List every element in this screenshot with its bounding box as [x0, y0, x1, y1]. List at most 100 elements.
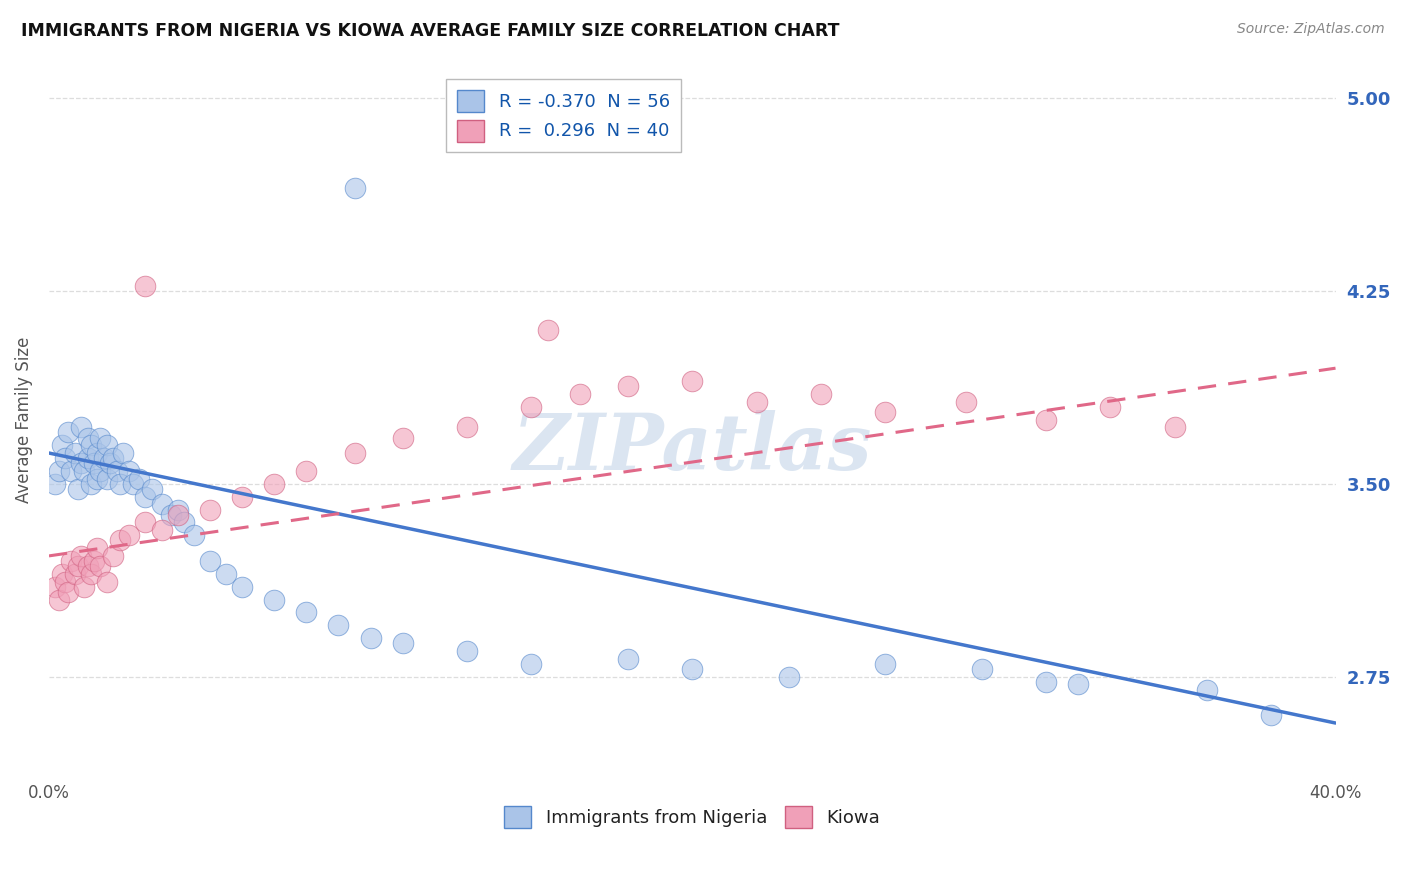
Point [1163, 420, 1185, 434]
Point [70, 420, 93, 434]
Y-axis label: Average Family Size: Average Family Size [15, 336, 32, 503]
Point [96, 438, 118, 452]
Point [295, 606, 318, 620]
Point [44, 580, 66, 594]
Point [44, 476, 66, 491]
Point [231, 490, 253, 504]
Point [70, 549, 93, 563]
Point [1099, 400, 1122, 414]
Point [58, 425, 80, 440]
Point [681, 662, 703, 676]
Point [105, 464, 128, 478]
Point [215, 566, 238, 581]
Point [108, 533, 131, 548]
Point [160, 508, 183, 522]
Point [51, 566, 73, 581]
Point [141, 482, 163, 496]
Point [108, 476, 131, 491]
Point [391, 431, 413, 445]
Point [1195, 682, 1218, 697]
Point [48, 592, 70, 607]
Point [53, 574, 76, 589]
Point [76, 431, 98, 445]
Point [1067, 677, 1090, 691]
Point [48, 464, 70, 478]
Point [83, 456, 105, 470]
Point [53, 451, 76, 466]
Point [456, 420, 478, 434]
Point [456, 644, 478, 658]
Point [1035, 412, 1057, 426]
Point [520, 657, 543, 671]
Point [328, 618, 350, 632]
Point [60, 554, 83, 568]
Point [70, 456, 93, 470]
Text: ZIPatlas: ZIPatlas [513, 410, 872, 487]
Point [76, 451, 98, 466]
Point [810, 387, 832, 401]
Point [103, 549, 125, 563]
Point [89, 559, 111, 574]
Point [173, 516, 195, 530]
Point [103, 451, 125, 466]
Point [150, 523, 173, 537]
Point [343, 181, 366, 195]
Point [263, 476, 285, 491]
Point [875, 405, 897, 419]
Point [231, 580, 253, 594]
Point [134, 279, 156, 293]
Point [1260, 708, 1282, 723]
Point [295, 464, 318, 478]
Point [63, 446, 86, 460]
Point [875, 657, 897, 671]
Point [1035, 674, 1057, 689]
Point [80, 566, 103, 581]
Point [80, 438, 103, 452]
Point [76, 559, 98, 574]
Point [745, 394, 768, 409]
Point [51, 438, 73, 452]
Point [96, 574, 118, 589]
Point [536, 323, 558, 337]
Point [617, 652, 640, 666]
Point [118, 464, 141, 478]
Point [73, 464, 96, 478]
Point [970, 662, 993, 676]
Point [121, 476, 143, 491]
Point [568, 387, 591, 401]
Point [89, 431, 111, 445]
Point [89, 464, 111, 478]
Point [183, 528, 205, 542]
Point [73, 580, 96, 594]
Point [80, 476, 103, 491]
Legend: Immigrants from Nigeria, Kiowa: Immigrants from Nigeria, Kiowa [496, 799, 887, 836]
Point [778, 670, 800, 684]
Point [360, 631, 382, 645]
Point [93, 451, 115, 466]
Point [86, 472, 108, 486]
Point [111, 446, 134, 460]
Point [66, 482, 89, 496]
Point [617, 379, 640, 393]
Point [150, 498, 173, 512]
Point [343, 446, 366, 460]
Point [955, 394, 977, 409]
Text: Source: ZipAtlas.com: Source: ZipAtlas.com [1237, 22, 1385, 37]
Point [681, 374, 703, 388]
Point [166, 502, 188, 516]
Point [86, 541, 108, 556]
Point [83, 554, 105, 568]
Point [128, 472, 150, 486]
Point [58, 585, 80, 599]
Point [96, 472, 118, 486]
Point [134, 490, 156, 504]
Point [98, 456, 121, 470]
Point [520, 400, 543, 414]
Point [198, 502, 221, 516]
Text: IMMIGRANTS FROM NIGERIA VS KIOWA AVERAGE FAMILY SIZE CORRELATION CHART: IMMIGRANTS FROM NIGERIA VS KIOWA AVERAGE… [21, 22, 839, 40]
Point [166, 508, 188, 522]
Point [118, 528, 141, 542]
Point [66, 559, 89, 574]
Point [86, 446, 108, 460]
Point [60, 464, 83, 478]
